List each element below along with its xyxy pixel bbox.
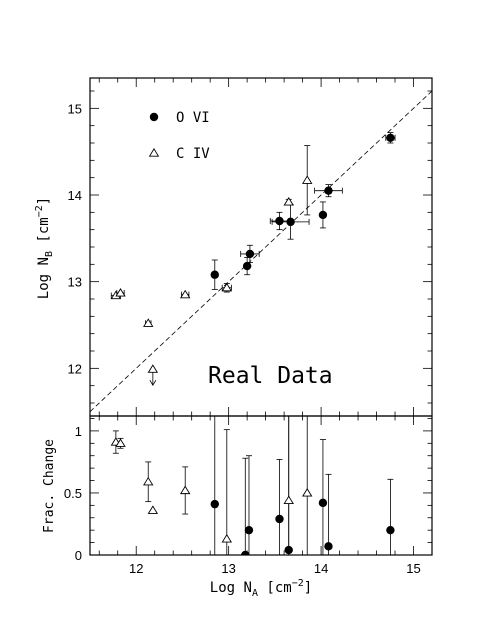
civ-frac-point xyxy=(143,476,154,486)
top-panel: 12 13 14 15 O VI C IV Real Data Log NB [cm−2… xyxy=(34,77,433,417)
civ-point xyxy=(283,196,294,206)
x-tick-label: 13 xyxy=(221,561,235,576)
civ-frac-point xyxy=(221,533,233,543)
x-axis-label: Log NA [cm−2] xyxy=(210,578,312,599)
y-tick-label: 1 xyxy=(75,424,82,439)
ovi-point xyxy=(242,261,252,271)
legend: O VI C IV xyxy=(148,110,210,162)
ovi-point xyxy=(275,216,284,226)
legend-label: C IV xyxy=(176,146,210,162)
x-tick-label: 14 xyxy=(314,561,328,576)
y-tick-label: 0 xyxy=(75,548,82,563)
ovi-frac-point xyxy=(275,514,284,524)
civ-point xyxy=(302,175,313,184)
ovi-point xyxy=(324,186,333,195)
civ-frac-point xyxy=(179,485,191,495)
x-tick-label: 12 xyxy=(129,561,143,576)
y-tick-label: 0.5 xyxy=(64,486,82,501)
ovi-point xyxy=(386,133,395,142)
civ-frac-point xyxy=(115,438,126,447)
x-tick-label: 15 xyxy=(406,561,420,576)
civ-frac-point xyxy=(283,495,294,504)
legend-label: O VI xyxy=(176,110,210,126)
civ-point xyxy=(179,289,191,299)
ovi-frac-point xyxy=(324,542,333,551)
civ-frac-point xyxy=(147,505,159,514)
y-axis-label-top: Log NB [cm−2] xyxy=(34,197,55,299)
y-tick-label: 15 xyxy=(68,101,82,116)
y-tick-label: 12 xyxy=(68,361,82,376)
y-tick-label: 14 xyxy=(68,188,82,203)
y-tick-label: 13 xyxy=(68,275,82,290)
ovi-frac-point xyxy=(318,498,328,508)
legend-marker-civ xyxy=(148,148,160,157)
ovi-frac-point xyxy=(241,550,250,555)
ovi-frac-point xyxy=(210,499,219,509)
bottom-panel: 0 0.5 1 12 13 14 15 Frac. Change Log NA [cm−2] xyxy=(42,415,433,599)
ovi-point xyxy=(210,270,219,279)
ovi-frac-point xyxy=(386,525,395,535)
reference-line xyxy=(90,90,432,412)
ovi-point xyxy=(318,210,328,220)
civ-point xyxy=(115,287,126,297)
civ-point xyxy=(143,318,154,327)
ovi-frac-point xyxy=(244,525,254,535)
ovi-point xyxy=(245,249,255,259)
civ-point xyxy=(147,364,159,373)
civ-frac-point xyxy=(302,487,313,497)
upper-limit-arrowhead xyxy=(149,379,157,386)
ovi-point xyxy=(286,217,295,227)
civ-point xyxy=(221,282,233,292)
legend-marker-ovi xyxy=(149,112,159,122)
annotation-real-data: Real Data xyxy=(208,363,333,389)
y-axis-label-bottom: Frac. Change xyxy=(42,439,57,533)
bottom-panel-frame xyxy=(89,415,433,556)
